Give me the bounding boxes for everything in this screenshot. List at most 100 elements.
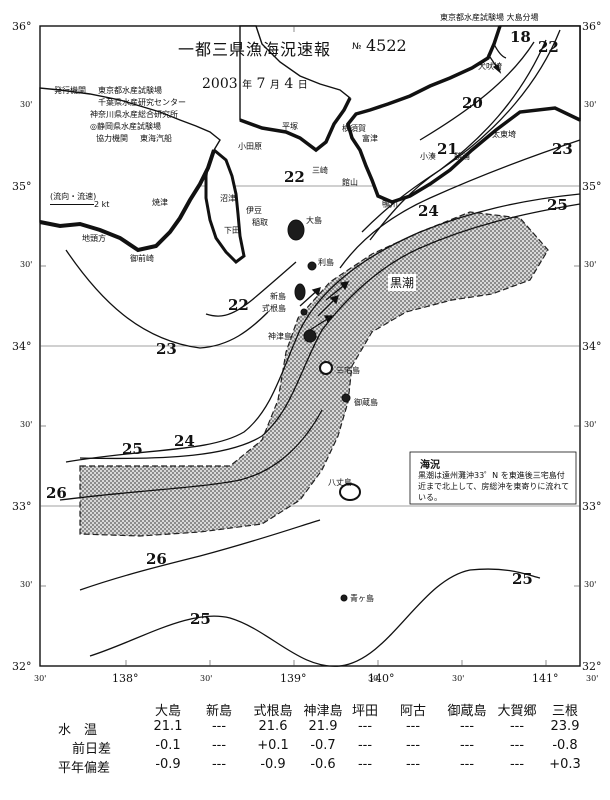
isotherm-26-south <box>79 519 321 591</box>
cell: --- <box>405 738 421 753</box>
hachijojima-island <box>339 483 361 501</box>
isotherm-20 <box>419 41 535 141</box>
lon-label-13730: 30' <box>34 674 47 683</box>
isotherm-23-east <box>339 139 581 269</box>
station-mitsune: 三根 <box>551 704 578 719</box>
station-mikurajima: 御蔵島 <box>447 704 487 719</box>
lat-label-36-l: 36° <box>12 20 32 33</box>
place-shikinejima: 式根島 <box>262 304 286 313</box>
coop-label: 協力機関 <box>96 134 128 143</box>
station-oshima: 大島 <box>154 704 181 719</box>
place-kamogawa: 鴨川 <box>382 200 398 209</box>
cell: --- <box>211 719 227 734</box>
cell: --- <box>211 757 227 772</box>
place-izu: 伊豆 <box>246 206 262 215</box>
aogashima-island <box>340 594 348 602</box>
isotherms <box>59 29 581 667</box>
place-yaizu: 焼津 <box>152 198 168 207</box>
kozushima-island <box>303 329 317 343</box>
issuer-label: 発行機関 <box>54 86 86 95</box>
current-arrows <box>299 53 502 331</box>
cell: --- <box>459 738 475 753</box>
lon-label-139: 139° <box>280 672 307 685</box>
mikurajima-island <box>341 393 351 403</box>
date-month-unit: 月 <box>269 80 280 91</box>
cell: --- <box>211 738 227 753</box>
place-futtsu: 富津 <box>362 134 378 143</box>
lon-label-14030: 30' <box>452 674 465 683</box>
place-inubozaki: 犬吠埼 <box>478 62 502 71</box>
row-label-normal-dev: 平年偏差 <box>58 761 111 776</box>
date-day: 4 <box>284 76 294 92</box>
place-odawara: 小田原 <box>238 142 262 151</box>
cell: --- <box>357 738 373 753</box>
cell: --- <box>405 719 421 734</box>
cell: -0.6 <box>310 757 336 772</box>
lon-label-13830: 30' <box>200 674 213 683</box>
isotherm-label-24-w: 24 <box>174 432 195 450</box>
current-legend-arrow-icon <box>50 204 94 206</box>
isotherm-label-26-s: 26 <box>146 550 167 568</box>
cell: +0.1 <box>257 738 289 753</box>
lat-label-3530-r: 30' <box>584 100 597 109</box>
note-text: 黒潮は遠州灘沖33゜N を東進後三宅島付近まで北上して、房総沖を東寄りに流れてい… <box>418 471 570 502</box>
shikinejima-island <box>300 308 308 316</box>
cell: --- <box>509 719 525 734</box>
lon-label-140b: 140° <box>368 672 395 685</box>
isotherm-label-22-ne: 22 <box>538 38 559 56</box>
station-niijima: 新島 <box>205 704 232 719</box>
lat-label-34-r: 34° <box>582 340 602 353</box>
isotherm-label-25-w: 25 <box>122 440 143 458</box>
lat-label-36-r: 36° <box>582 20 602 33</box>
cell: -0.7 <box>310 738 336 753</box>
station-tsubota: 坪田 <box>351 704 378 719</box>
lon-label-138: 138° <box>112 672 139 685</box>
cell: -0.9 <box>260 757 286 772</box>
miyakejima-island <box>319 361 333 375</box>
issue-number: 4522 <box>366 36 407 55</box>
place-oshima: 大島 <box>306 216 322 225</box>
date-month: 7 <box>256 76 266 92</box>
place-niijima: 新島 <box>270 292 286 301</box>
issuer-line-4: ◎静岡県水産試験場 <box>90 122 161 131</box>
isotherm-label-22-izu: 22 <box>284 168 305 186</box>
lat-label-32-l: 32° <box>12 660 32 673</box>
lon-label-13930: 30' <box>368 674 381 683</box>
note-title: 海況 <box>420 460 440 471</box>
izu-peninsula <box>204 147 246 264</box>
place-yokosuka: 横須賀 <box>342 124 366 133</box>
cell: --- <box>459 719 475 734</box>
lat-label-3230-r: 30' <box>584 580 597 589</box>
isotherm-26 <box>59 409 323 501</box>
isotherm-18 <box>493 43 507 59</box>
sea-condition-map <box>39 25 581 667</box>
lat-label-3330-r: 30' <box>584 420 597 429</box>
lon-label-14130: 30' <box>586 674 599 683</box>
cell: --- <box>509 757 525 772</box>
place-mikurajima: 御蔵島 <box>354 398 378 407</box>
row-label-water-temp: 水 温 <box>58 723 98 738</box>
isotherm-label-21: 21 <box>437 140 458 158</box>
isotherm-label-25-s: 25 <box>190 610 211 628</box>
place-tateyama: 館山 <box>342 178 358 187</box>
date-line: 2003 年 7 月 4 日 <box>202 76 308 92</box>
place-kominato: 小湊 <box>420 152 436 161</box>
date-day-unit: 日 <box>297 80 308 91</box>
isotherm-label-26-w: 26 <box>46 484 67 502</box>
lat-label-3430-r: 30' <box>584 260 597 269</box>
lat-label-33-r: 33° <box>582 500 602 513</box>
cell: --- <box>405 757 421 772</box>
kuroshio-label: 黒潮 <box>388 274 417 291</box>
oshima-island <box>287 219 305 241</box>
note-box <box>409 451 577 505</box>
isotherm-25-south <box>89 568 541 667</box>
date-year: 2003 <box>202 76 238 92</box>
row-label-day-diff: 前日差 <box>72 742 112 757</box>
lat-label-3530-l: 30' <box>20 100 33 109</box>
toshima-island <box>307 261 317 271</box>
isotherm-label-23-w: 23 <box>156 340 177 358</box>
cell: -0.1 <box>155 738 181 753</box>
lat-label-3230-l: 30' <box>20 580 33 589</box>
isotherm-label-25-ne: 25 <box>547 196 568 214</box>
isotherm-22-w <box>205 261 297 317</box>
